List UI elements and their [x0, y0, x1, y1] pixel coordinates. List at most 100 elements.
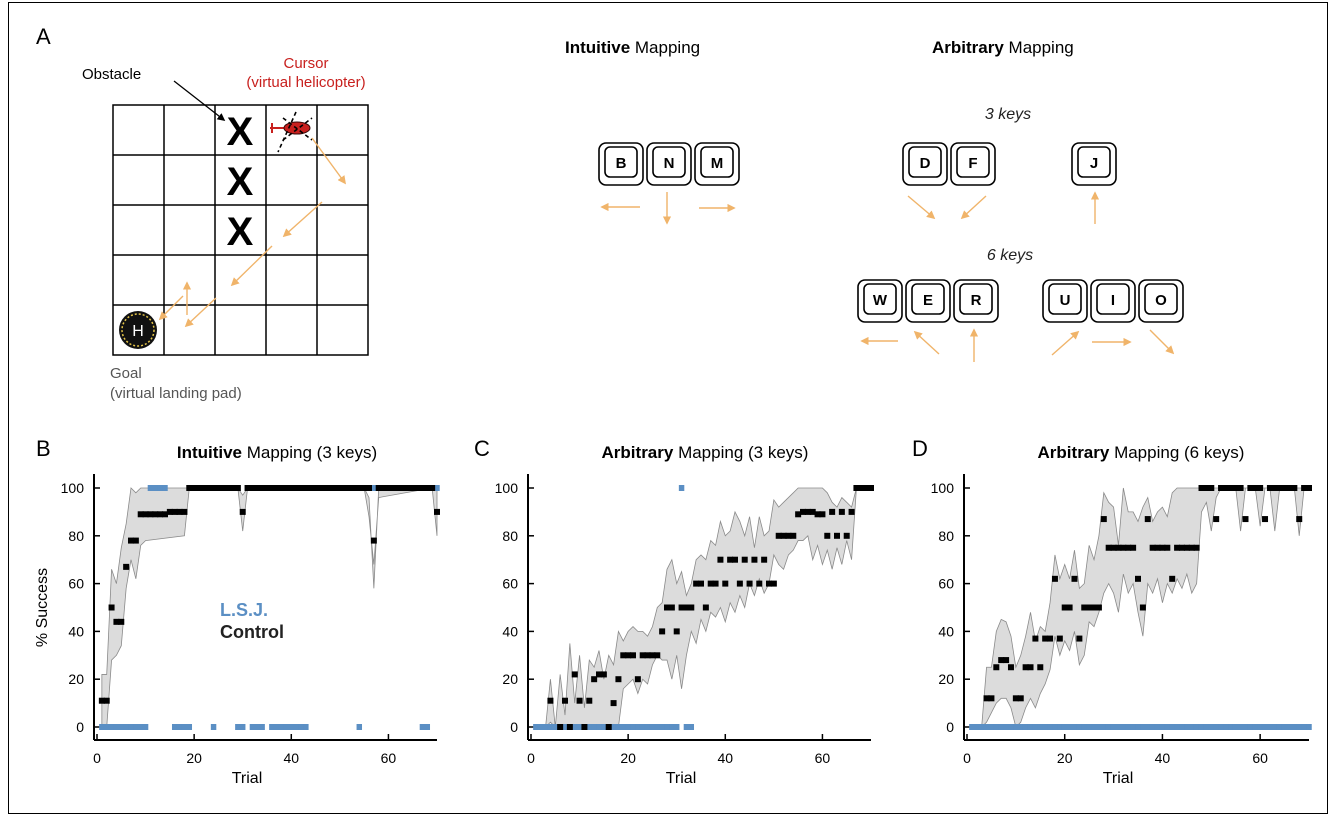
- data-point: [419, 485, 426, 491]
- data-point: [1115, 724, 1122, 730]
- series-control: [98, 485, 440, 704]
- key-label: J: [1090, 155, 1098, 172]
- landing-pad-letter: H: [132, 323, 144, 340]
- data-point: [244, 485, 251, 491]
- mapping-arrows: [600, 191, 1175, 362]
- data-point: [683, 724, 690, 730]
- data-point: [1184, 724, 1190, 730]
- data-point: [234, 485, 241, 491]
- data-point: [137, 724, 144, 730]
- data-point: [317, 485, 324, 491]
- data-point: [1149, 724, 1156, 730]
- y-tick-label: 80: [938, 528, 954, 544]
- data-point: [1228, 724, 1234, 730]
- x-tick-label: 60: [1252, 750, 1268, 766]
- data-point: [1271, 485, 1278, 491]
- data-point: [1056, 635, 1063, 642]
- data-point: [634, 676, 641, 683]
- panel-letter-b: B: [36, 436, 51, 461]
- data-point: [1188, 544, 1195, 551]
- data-point: [736, 580, 743, 587]
- data-point: [1003, 657, 1010, 664]
- data-point: [693, 580, 700, 587]
- data-point: [283, 724, 290, 730]
- data-point: [1154, 544, 1161, 551]
- data-point: [142, 724, 149, 730]
- data-point: [434, 485, 440, 491]
- data-point: [1193, 544, 1200, 551]
- key-b: B: [598, 142, 644, 186]
- data-point: [1003, 724, 1009, 730]
- data-point: [1267, 724, 1273, 730]
- x-tick-label: 0: [93, 750, 101, 766]
- data-point: [268, 485, 275, 491]
- y-tick-label: 80: [68, 528, 84, 544]
- data-point: [537, 724, 544, 730]
- key-i: I: [1090, 279, 1136, 323]
- x-tick-label: 20: [186, 750, 202, 766]
- data-point: [688, 724, 695, 730]
- legend-lsj: L.S.J.: [220, 600, 268, 620]
- data-point: [673, 724, 680, 730]
- key-label: U: [1060, 292, 1071, 309]
- data-point: [1066, 724, 1073, 730]
- y-tick-label: 60: [938, 576, 954, 592]
- data-point: [1232, 485, 1239, 491]
- data-point: [249, 724, 256, 730]
- data-point: [1120, 724, 1127, 730]
- data-point: [1183, 544, 1190, 551]
- data-point: [649, 724, 656, 730]
- data-point: [1037, 724, 1044, 730]
- data-point: [727, 556, 734, 563]
- data-point: [998, 724, 1004, 730]
- key-label: O: [1155, 292, 1167, 309]
- obstacle-mark: X: [227, 110, 254, 154]
- data-point: [639, 652, 646, 659]
- data-point: [1130, 544, 1137, 551]
- key-label: W: [873, 292, 888, 309]
- data-point: [761, 556, 768, 563]
- data-point: [171, 508, 178, 515]
- data-point: [746, 580, 753, 587]
- data-point: [610, 700, 617, 707]
- data-point: [118, 724, 125, 730]
- obstacle-mark: X: [227, 210, 254, 254]
- data-point: [843, 532, 850, 539]
- data-point: [1208, 724, 1215, 730]
- data-point: [1071, 575, 1078, 582]
- data-point: [332, 485, 338, 491]
- arbitrary-mapping-header: Arbitrary Mapping: [932, 38, 1074, 57]
- data-point: [152, 511, 159, 518]
- y-tick-label: 40: [938, 623, 954, 639]
- data-point: [385, 485, 392, 491]
- key-j: J: [1071, 142, 1117, 186]
- data-point: [557, 724, 564, 730]
- data-point: [395, 485, 402, 491]
- data-point: [1007, 664, 1014, 671]
- data-point: [610, 724, 617, 730]
- data-point: [533, 724, 539, 730]
- data-point: [225, 485, 232, 491]
- chart-title: Arbitrary Mapping (3 keys): [602, 443, 809, 462]
- data-point: [1042, 724, 1048, 730]
- data-point: [1144, 516, 1151, 523]
- data-point: [1266, 485, 1273, 491]
- data-point: [1022, 664, 1029, 671]
- data-point: [1179, 724, 1185, 730]
- data-point: [1286, 724, 1293, 730]
- data-point: [259, 485, 266, 491]
- data-point: [278, 724, 285, 730]
- data-point: [108, 604, 115, 611]
- data-point: [1203, 724, 1210, 730]
- y-tick-label: 20: [68, 671, 84, 687]
- data-point: [191, 485, 198, 491]
- data-point: [1164, 544, 1171, 551]
- data-point: [103, 697, 110, 704]
- data-point: [664, 724, 670, 730]
- data-point: [1174, 724, 1180, 730]
- x-tick-label: 20: [620, 750, 636, 766]
- data-point: [1076, 724, 1083, 730]
- data-point: [152, 485, 159, 491]
- data-point: [346, 485, 353, 491]
- data-point: [404, 485, 411, 491]
